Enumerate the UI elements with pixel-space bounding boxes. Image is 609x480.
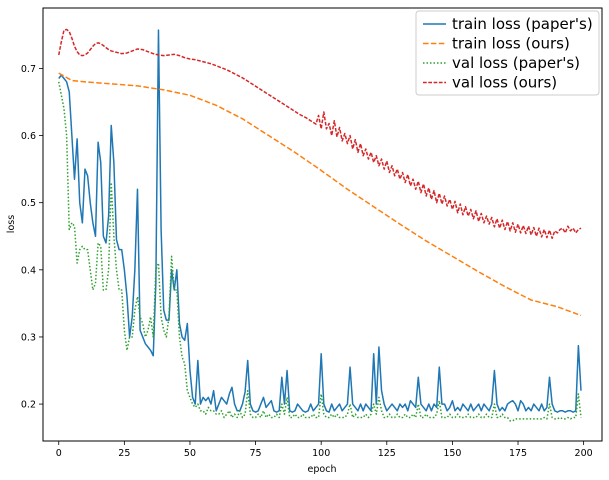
y-tick-label: 0.5 [21,198,36,209]
series-line-train-loss-ours [58,72,582,317]
x-tick-label: 25 [118,448,130,459]
series-line-val-loss-ours [58,28,582,240]
legend: train loss (paper's)train loss (ours)val… [415,10,600,96]
legend-box [415,10,600,96]
y-tick-label: 0.7 [21,64,36,75]
series-layer [58,28,582,422]
x-axis-label: epoch [308,464,337,475]
series-line-train-loss-paper-s [58,29,582,413]
x-tick-label: 75 [250,448,262,459]
y-tick-label: 0.6 [21,131,36,142]
legend-label: train loss (paper's) [452,15,593,33]
y-axis-label: loss [6,215,17,233]
y-axis-ticks: 0.2 0.3 0.4 0.5 0.6 0.7 [21,64,43,411]
x-tick-label: 150 [443,448,461,459]
x-axis-ticks: 0 25 50 75 100 125 150 175 200 [56,441,593,459]
x-tick-label: 200 [575,448,593,459]
legend-label: val loss (paper's) [452,54,580,72]
y-tick-label: 0.4 [21,265,36,276]
x-tick-label: 175 [509,448,527,459]
y-tick-label: 0.2 [21,400,36,411]
series-line-val-loss-paper-s [58,81,582,422]
y-tick-label: 0.3 [21,332,36,343]
legend-label: val loss (ours) [452,74,557,92]
legend-label: train loss (ours) [452,35,570,53]
x-tick-label: 0 [56,448,62,459]
x-tick-label: 50 [184,448,196,459]
x-tick-label: 100 [312,448,330,459]
legend-entries: train loss (paper's)train loss (ours)val… [423,15,593,92]
x-tick-label: 125 [378,448,396,459]
